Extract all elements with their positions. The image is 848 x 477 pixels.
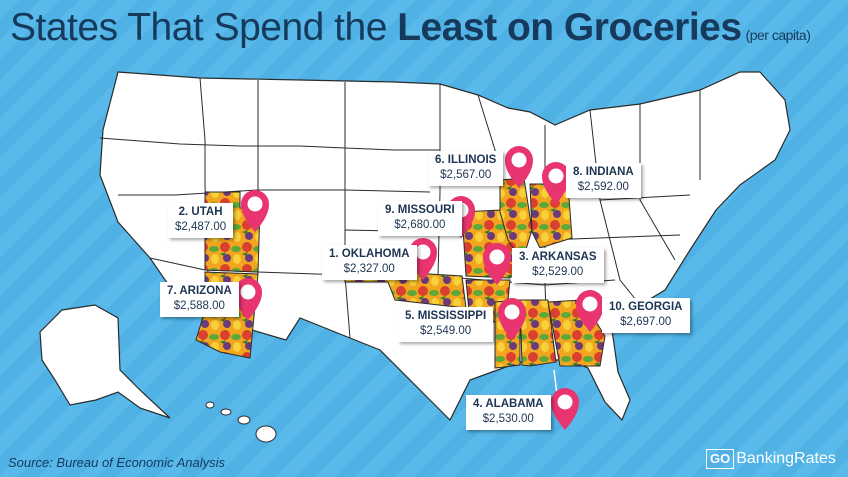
label-value: $2,530.00 (482, 413, 534, 425)
hawaii (205, 401, 277, 443)
label-illinois: 6. ILLINOIS $2,567.00 (428, 151, 504, 186)
label-value: $2,529.00 (532, 266, 584, 278)
label-rank: 9. MISSOURI (385, 204, 455, 216)
label-utah: 2. UTAH $2,487.00 (168, 203, 234, 238)
title-suffix: (per capita) (745, 27, 811, 43)
alaska (39, 304, 171, 419)
label-indiana: 8. INDIANA $2,592.00 (566, 163, 641, 198)
label-rank: 4. ALABAMA (473, 398, 544, 410)
label-rank: 1. OKLAHOMA (329, 248, 410, 260)
pin-alabama-icon (551, 388, 579, 430)
label-value: $2,697.00 (620, 316, 672, 328)
label-rank: 8. INDIANA (573, 166, 634, 178)
label-oklahoma: 1. OKLAHOMA $2,327.00 (322, 245, 417, 280)
source-note: Source: Bureau of Economic Analysis (8, 455, 226, 470)
label-arkansas: 3. ARKANSAS $2,529.00 (512, 248, 604, 283)
label-rank: 6. ILLINOIS (435, 154, 497, 166)
label-value: $2,487.00 (175, 221, 227, 233)
label-value: $2,549.00 (420, 325, 472, 337)
label-rank: 7. ARIZONA (167, 285, 232, 297)
us-mainland (99, 71, 791, 422)
page-title: States That Spend the Least on Groceries… (10, 6, 811, 50)
label-missouri: 9. MISSOURI $2,680.00 (378, 201, 462, 236)
label-arizona: 7. ARIZONA $2,588.00 (160, 282, 239, 317)
state-alabama (519, 299, 557, 367)
label-rank: 10. GEORGIA (609, 301, 683, 313)
title-prefix: States That Spend the (10, 6, 398, 49)
brand-go: GO (706, 449, 735, 469)
label-value: $2,588.00 (173, 300, 225, 312)
label-value: $2,567.00 (440, 169, 492, 181)
brand-logo: GO BankingRates (706, 449, 836, 469)
label-mississippi: 5. MISSISSIPPI $2,549.00 (398, 307, 494, 342)
title-bold: Least on Groceries (397, 6, 742, 49)
brand-name: BankingRates (736, 450, 836, 467)
label-value: $2,327.00 (343, 263, 395, 275)
label-value: $2,592.00 (577, 181, 629, 193)
label-value: $2,680.00 (394, 219, 446, 231)
label-georgia: 10. GEORGIA $2,697.00 (602, 298, 690, 333)
label-rank: 5. MISSISSIPPI (405, 310, 487, 322)
label-alabama: 4. ALABAMA $2,530.00 (466, 395, 551, 430)
label-rank: 3. ARKANSAS (519, 251, 597, 263)
label-rank: 2. UTAH (178, 206, 223, 218)
